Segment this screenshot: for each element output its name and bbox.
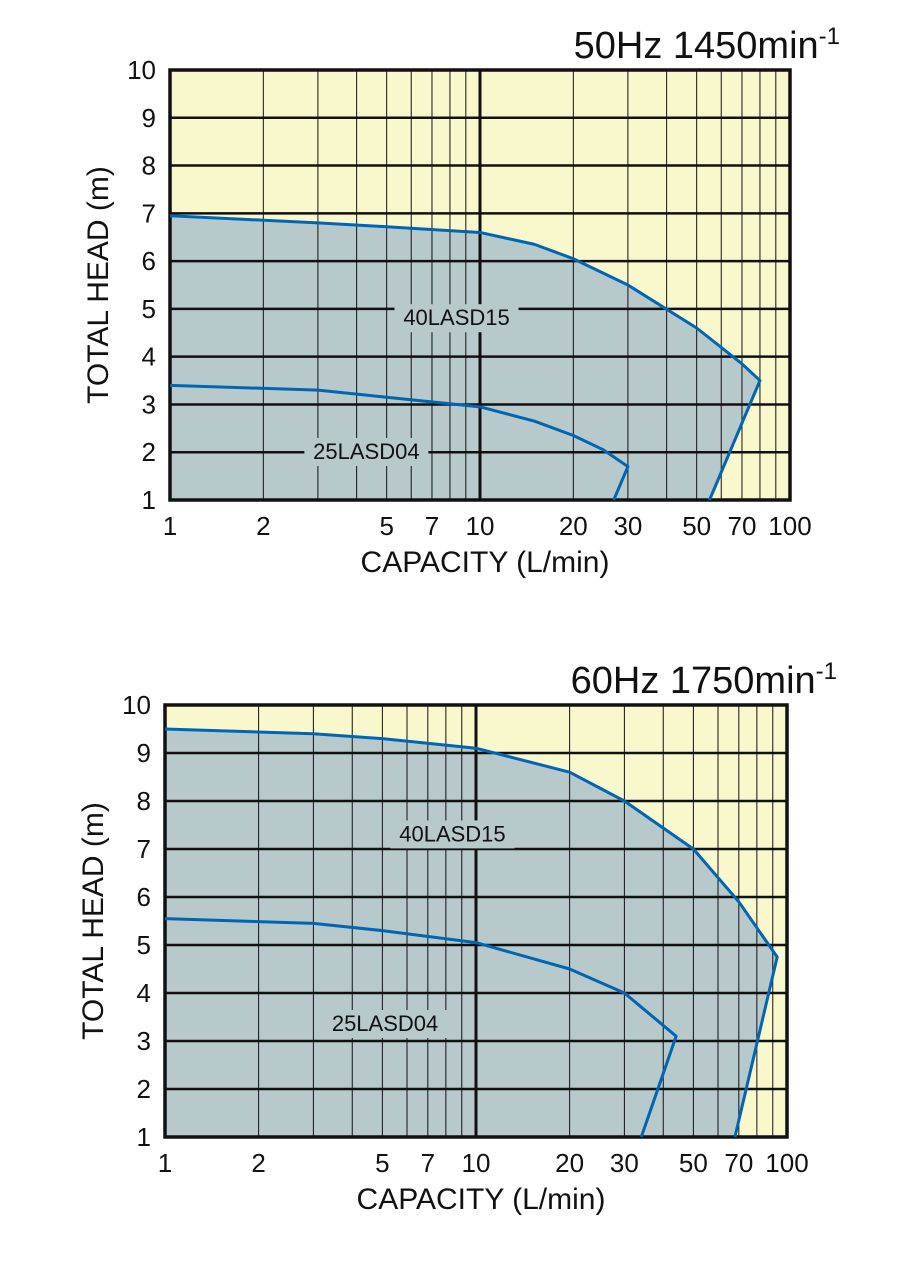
x-tick-label: 10 bbox=[462, 1148, 491, 1178]
y-tick-label: 1 bbox=[142, 485, 156, 515]
series-label-40LASD15: 40LASD15 bbox=[403, 305, 509, 330]
y-tick-label: 7 bbox=[142, 198, 156, 228]
series-label-bg bbox=[323, 1010, 448, 1038]
chart-2: 40LASD15 25LASD04 1 2 5 7 10 20 30 50 70 100 1 2 3 4 5 6 7… bbox=[77, 658, 837, 1216]
y-tick-label: 3 bbox=[142, 389, 156, 419]
x-tick-label: 7 bbox=[425, 511, 439, 541]
x-tick-label: 1 bbox=[158, 1148, 172, 1178]
plot-frame bbox=[163, 703, 789, 1139]
x-tick-label: 20 bbox=[555, 1148, 584, 1178]
y-tick-label: 10 bbox=[127, 55, 156, 85]
y-tick-label: 5 bbox=[142, 294, 156, 324]
y-tick-label: 6 bbox=[137, 882, 151, 912]
x-tick-label: 5 bbox=[379, 511, 393, 541]
x-tick-label: 70 bbox=[728, 511, 757, 541]
curve-25LASD04 bbox=[164, 917, 678, 1138]
y-tick-label: 2 bbox=[142, 437, 156, 467]
series-label-40LASD15: 40LASD15 bbox=[399, 821, 505, 846]
x-tick-label: 5 bbox=[375, 1148, 389, 1178]
x-tick-label: 20 bbox=[559, 511, 588, 541]
series-label-bg bbox=[390, 820, 515, 849]
y-axis-label: TOTAL HEAD (m) bbox=[77, 802, 110, 1040]
y-tick-label: 4 bbox=[142, 342, 156, 372]
x-tick-label: 7 bbox=[421, 1148, 435, 1178]
chart-title-superscript: -1 bbox=[819, 23, 840, 50]
chart-title: 60Hz 1750min-1 bbox=[571, 658, 837, 702]
y-tick-label: 9 bbox=[137, 738, 151, 768]
chart-title-superscript: -1 bbox=[816, 658, 837, 685]
curve-40LASD15 bbox=[169, 214, 762, 501]
x-tick-label: 50 bbox=[679, 1148, 708, 1178]
chart-title-main: 60Hz 1750min bbox=[571, 660, 816, 702]
x-tick-label: 2 bbox=[256, 511, 270, 541]
curve-25LASD04 bbox=[169, 383, 630, 501]
x-tick-label: 100 bbox=[765, 1148, 808, 1178]
y-tick-label: 7 bbox=[137, 834, 151, 864]
y-tick-label: 8 bbox=[137, 786, 151, 816]
y-tick-label: 4 bbox=[137, 978, 151, 1008]
y-tick-label: 10 bbox=[122, 690, 151, 720]
y-tick-label: 5 bbox=[137, 930, 151, 960]
series-label-bg bbox=[394, 304, 519, 333]
x-axis-label: CAPACITY (L/min) bbox=[357, 1183, 606, 1216]
series-label-25LASD04: 25LASD04 bbox=[313, 439, 419, 464]
chart-title-main: 50Hz 1450min bbox=[574, 25, 819, 67]
x-tick-label: 30 bbox=[613, 511, 642, 541]
y-tick-label: 6 bbox=[142, 246, 156, 276]
x-tick-label: 2 bbox=[251, 1148, 265, 1178]
series-label-bg bbox=[304, 438, 429, 466]
y-tick-label: 3 bbox=[137, 1026, 151, 1056]
x-axis-label: CAPACITY (L/min) bbox=[361, 546, 610, 579]
plot-frame bbox=[168, 68, 792, 502]
y-tick-label: 1 bbox=[137, 1122, 151, 1152]
chart-1: 40LASD15 25LASD04 1 2 5 7 10 20 30 50 70 100 1 2 3 4 5 6 7… bbox=[82, 23, 840, 579]
x-tick-label: 10 bbox=[466, 511, 495, 541]
curve-40LASD15 bbox=[164, 727, 779, 1138]
y-tick-label: 9 bbox=[142, 103, 156, 133]
series-label-25LASD04: 25LASD04 bbox=[332, 1011, 438, 1036]
y-tick-label: 2 bbox=[137, 1074, 151, 1104]
x-tick-label: 50 bbox=[682, 511, 711, 541]
x-tick-label: 100 bbox=[768, 511, 811, 541]
y-tick-label: 8 bbox=[142, 151, 156, 181]
x-tick-label: 30 bbox=[610, 1148, 639, 1178]
chart-title: 50Hz 1450min-1 bbox=[574, 23, 840, 67]
y-axis-label: TOTAL HEAD (m) bbox=[82, 166, 115, 404]
x-tick-label: 1 bbox=[163, 511, 177, 541]
x-tick-label: 70 bbox=[724, 1148, 753, 1178]
